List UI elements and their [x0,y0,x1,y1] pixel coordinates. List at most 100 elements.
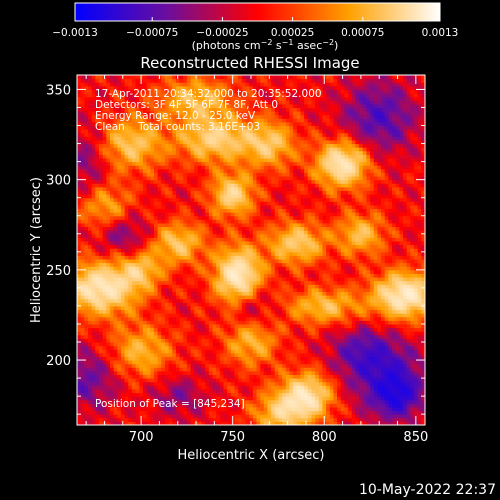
heatmap-cell [311,338,316,343]
heatmap-cell [95,338,100,343]
heatmap-cell [370,266,375,271]
heatmap-cell [326,316,331,321]
heatmap-cell [362,287,367,292]
heatmap-cell [384,302,389,307]
heatmap-cell [179,284,184,289]
heatmap-cell [124,360,129,365]
heatmap-cell [300,360,305,365]
heatmap-cell [157,262,162,267]
heatmap-cell [77,277,82,282]
heatmap-cell [318,262,323,267]
heatmap-cell [98,367,104,372]
heatmap-cell [183,305,188,311]
heatmap-cell [370,363,375,368]
heatmap-cell [216,244,221,249]
heatmap-cell [109,363,115,368]
heatmap-cell [98,287,104,292]
heatmap-cell [223,388,228,394]
heatmap-cell [366,266,371,271]
heatmap-cell [128,313,133,318]
heatmap-cell [227,338,232,343]
heatmap-cell [271,338,276,343]
heatmap-cell [340,273,345,278]
heatmap-cell [109,388,115,394]
heatmap-cell [201,273,206,278]
heatmap-cell [216,342,221,347]
heatmap-cell [238,305,243,311]
heatmap-cell [190,367,195,372]
heatmap-cell [370,421,375,426]
heatmap-cell [271,331,276,336]
heatmap-cell [359,385,364,390]
heatmap-cell [172,363,177,368]
heatmap-cell [399,323,404,329]
heatmap-cell [377,248,382,253]
heatmap-cell [106,403,111,408]
heatmap-cell [351,334,356,339]
heatmap-cell [91,320,96,325]
heatmap-cell [223,370,228,375]
heatmap-cell [91,313,96,318]
heatmap-cell [256,287,261,292]
heatmap-cell [337,338,342,343]
heatmap-cell [359,273,364,278]
heatmap-cell [98,414,104,419]
heatmap-cell [139,305,144,311]
heatmap-cell [80,360,85,365]
heatmap-cell [318,334,323,339]
heatmap-cell [77,266,82,271]
heatmap-cell [219,392,225,397]
heatmap-cell [403,421,408,426]
heatmap-cell [109,284,115,289]
heatmap-cell [183,421,188,426]
heatmap-cell [212,385,217,390]
heatmap-cell [373,251,378,256]
heatmap-cell [128,417,133,422]
heatmap-cell [175,259,181,264]
heatmap-cell [311,259,316,264]
heatmap-cell [362,338,367,343]
heatmap-cell [219,363,225,368]
heatmap-cell [388,417,393,422]
heatmap-cell [421,240,426,246]
heatmap-cell [399,284,404,289]
heatmap-cell [124,273,129,278]
colorbar-tick-label: −0.00075 [126,27,178,39]
heatmap-cell [399,331,404,336]
heatmap-cell [351,280,356,285]
heatmap-cell [315,356,320,361]
heatmap-cell [124,262,129,267]
heatmap-cell [128,233,133,238]
heatmap-cell [370,291,375,296]
heatmap-cell [355,244,360,249]
heatmap-cell [201,363,206,368]
heatmap-cell [252,349,257,354]
heatmap-cell [377,313,382,318]
heatmap-cell [256,349,261,354]
heatmap-cell [216,406,221,412]
heatmap-cell [113,273,118,278]
heatmap-cell [190,403,195,408]
heatmap-cell [293,259,298,264]
heatmap-cell [278,352,283,357]
heatmap-cell [307,349,312,354]
heatmap-cell [102,233,107,238]
heatmap-cell [395,367,400,372]
heatmap-cell [388,280,393,285]
heatmap-cell [337,273,342,278]
heatmap-cell [179,403,184,408]
heatmap-cell [406,291,411,296]
heatmap-cell [355,403,360,408]
heatmap-cell [329,302,334,307]
heatmap-cell [315,305,320,311]
heatmap-cell [329,421,334,426]
heatmap-cell [120,233,126,238]
heatmap-cell [249,374,254,379]
heatmap-cell [395,298,400,303]
heatmap-cell [355,338,360,343]
heatmap-cell [227,259,232,264]
heatmap-cell [91,360,96,365]
heatmap-cell [150,240,155,246]
heatmap-cell [120,403,126,408]
heatmap-cell [366,251,371,256]
